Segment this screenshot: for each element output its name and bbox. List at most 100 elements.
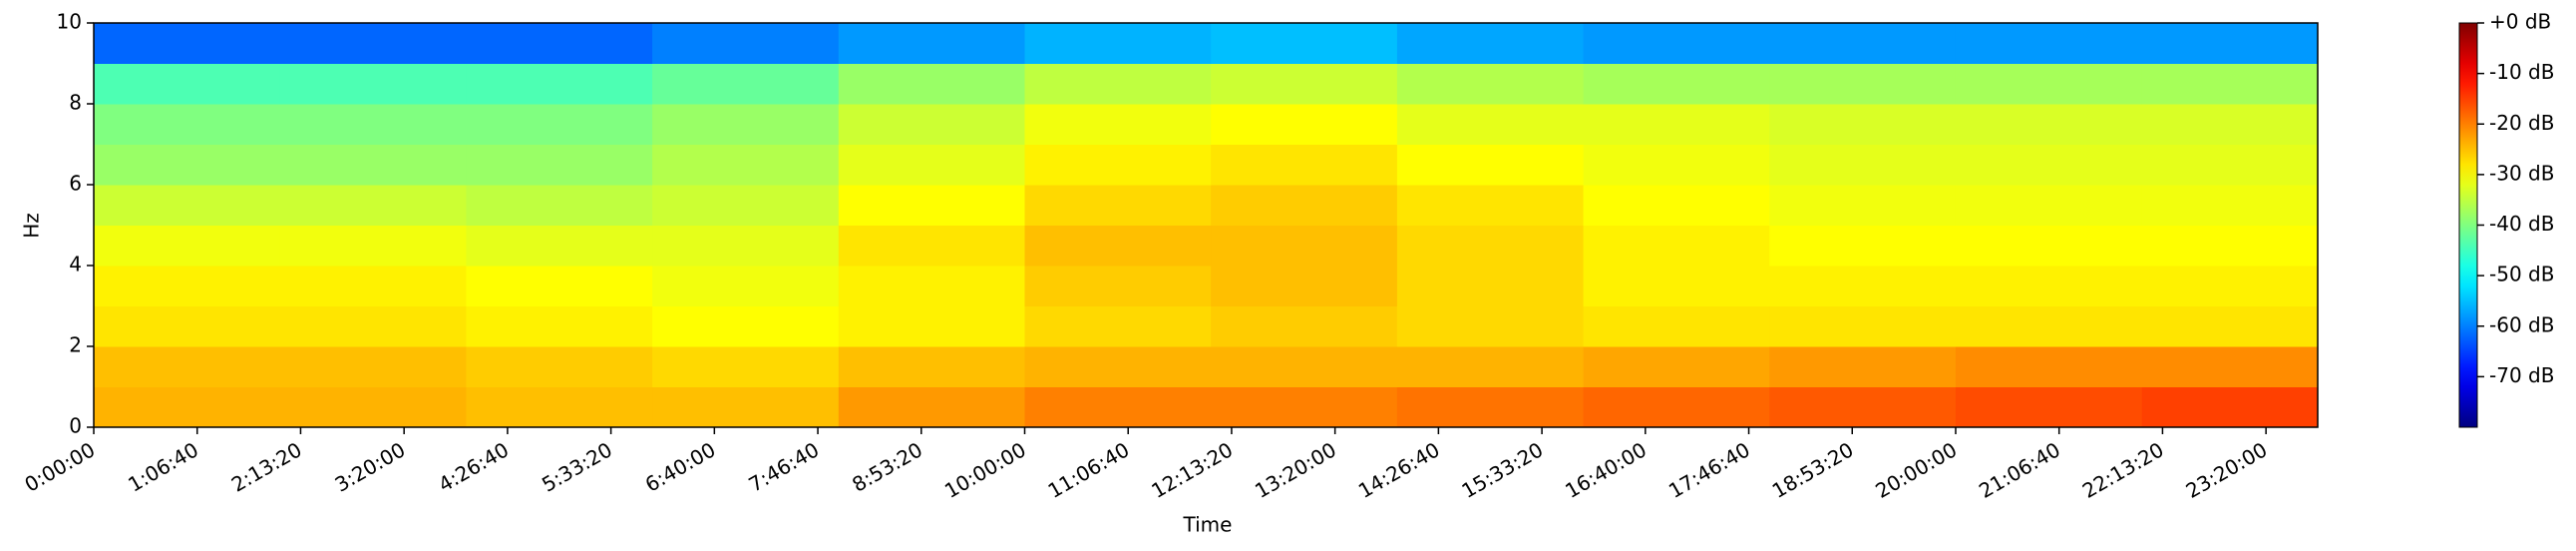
heatmap-cell xyxy=(466,144,653,186)
colorbar-tick-label: +0 dB xyxy=(2489,10,2551,34)
y-tick-label: 0 xyxy=(69,414,82,438)
heatmap-cell xyxy=(1024,266,1212,306)
heatmap-cell xyxy=(838,305,1025,347)
heatmap-cell xyxy=(279,63,467,105)
x-tick-label: 3:20:00 xyxy=(331,437,410,496)
heatmap-cell xyxy=(2141,225,2319,267)
colorbar-tick-label: -60 dB xyxy=(2489,312,2554,336)
heatmap-cell xyxy=(838,266,1025,306)
heatmap-cell xyxy=(652,346,840,387)
colorbar xyxy=(2458,22,2478,428)
heatmap-cell xyxy=(1396,225,1585,267)
heatmap-cell xyxy=(838,63,1025,105)
heatmap-cell xyxy=(466,23,653,64)
heatmap-cell xyxy=(652,305,840,347)
heatmap-cell xyxy=(2141,144,2319,186)
heatmap-cell xyxy=(1396,266,1585,306)
heatmap-cell xyxy=(838,144,1025,186)
heatmap-cell xyxy=(466,63,653,105)
heatmap-cell xyxy=(1024,104,1212,145)
colorbar-tick-label: -70 dB xyxy=(2489,363,2554,387)
x-tick-label: 14:26:40 xyxy=(1354,437,1444,503)
heatmap-cell xyxy=(1211,346,1398,387)
x-tick-label: 10:00:00 xyxy=(940,437,1030,503)
heatmap-cell xyxy=(1955,23,2143,64)
heatmap-cell xyxy=(1955,63,2143,105)
y-tick-label: 10 xyxy=(57,10,82,34)
heatmap-cell xyxy=(279,185,467,226)
heatmap-cell xyxy=(1396,104,1585,145)
heatmap-cell xyxy=(1583,305,1770,347)
heatmap-cell xyxy=(1211,63,1398,105)
heatmap-cell xyxy=(1024,386,1212,428)
x-axis-label: Time xyxy=(1183,513,1233,537)
heatmap-cell xyxy=(838,386,1025,428)
heatmap-cell xyxy=(1955,346,2143,387)
heatmap-cell xyxy=(2141,185,2319,226)
heatmap-cell xyxy=(279,225,467,267)
heatmap-cell xyxy=(1211,185,1398,226)
heatmap-cell xyxy=(1769,104,1957,145)
x-tick-label: 18:53:20 xyxy=(1768,437,1858,503)
heatmap-cell xyxy=(1211,144,1398,186)
heatmap-cell xyxy=(1769,185,1957,226)
heatmap-cell xyxy=(1024,23,1212,64)
heatmap-cell xyxy=(1955,225,2143,267)
heatmap-cell xyxy=(652,185,840,226)
x-tick-label: 16:40:00 xyxy=(1561,437,1651,503)
heatmap-cell xyxy=(1583,104,1770,145)
heatmap-cell xyxy=(466,346,653,387)
heatmap-cell xyxy=(279,346,467,387)
heatmap-cell xyxy=(1396,386,1585,428)
heatmap-cell xyxy=(1769,225,1957,267)
heatmap-cell xyxy=(2141,305,2319,347)
x-tick-label: 17:46:40 xyxy=(1664,437,1754,503)
heatmap-cell xyxy=(838,225,1025,267)
heatmap-cell xyxy=(1211,266,1398,306)
heatmap-cell xyxy=(94,225,281,267)
heatmap-cell xyxy=(1211,386,1398,428)
heatmap-cell xyxy=(2141,266,2319,306)
heatmap-cell xyxy=(1396,305,1585,347)
heatmap-cell xyxy=(2141,23,2319,64)
x-tick-label: 5:33:20 xyxy=(538,437,616,496)
heatmap-cell xyxy=(1955,266,2143,306)
y-tick-label: 4 xyxy=(69,253,82,276)
heatmap-cell xyxy=(1211,225,1398,267)
x-tick-label: 22:13:20 xyxy=(2078,437,2168,503)
x-tick-label: 2:13:20 xyxy=(227,437,306,496)
heatmap-cell xyxy=(94,144,281,186)
heatmap-cell xyxy=(652,266,840,306)
colorbar-tick-label: -50 dB xyxy=(2489,263,2554,286)
heatmap-cell xyxy=(1024,144,1212,186)
x-tick-label: 12:13:20 xyxy=(1147,437,1237,503)
heatmap-cell xyxy=(94,63,281,105)
heatmap-cell xyxy=(466,266,653,306)
heatmap-cell xyxy=(1583,185,1770,226)
heatmap-cell xyxy=(652,386,840,428)
heatmap-cell xyxy=(1024,63,1212,105)
heatmap-cell xyxy=(652,63,840,105)
heatmap-cell xyxy=(1024,305,1212,347)
x-tick-label: 20:00:00 xyxy=(1871,437,1961,503)
heatmap-cell xyxy=(94,386,281,428)
heatmap-cell xyxy=(1396,185,1585,226)
colorbar-tick-label: -30 dB xyxy=(2489,161,2554,185)
heatmap-cell xyxy=(1955,305,2143,347)
heatmap-cell xyxy=(94,104,281,145)
heatmap-cell xyxy=(1211,305,1398,347)
heatmap-cell xyxy=(94,23,281,64)
x-tick-label: 13:20:00 xyxy=(1251,437,1340,503)
heatmap-cell xyxy=(1955,386,2143,428)
x-tick-label: 15:33:20 xyxy=(1458,437,1548,503)
heatmap-cell xyxy=(1769,23,1957,64)
x-tick-label: 0:00:00 xyxy=(20,437,99,496)
y-tick-label: 2 xyxy=(69,333,82,357)
x-tick-label: 11:06:40 xyxy=(1044,437,1134,503)
heatmap-cell xyxy=(1583,144,1770,186)
heatmap-cell xyxy=(652,144,840,186)
heatmap-cell xyxy=(1024,185,1212,226)
heatmap-cell xyxy=(466,305,653,347)
heatmap-cell xyxy=(94,185,281,226)
heatmap-cell xyxy=(838,104,1025,145)
